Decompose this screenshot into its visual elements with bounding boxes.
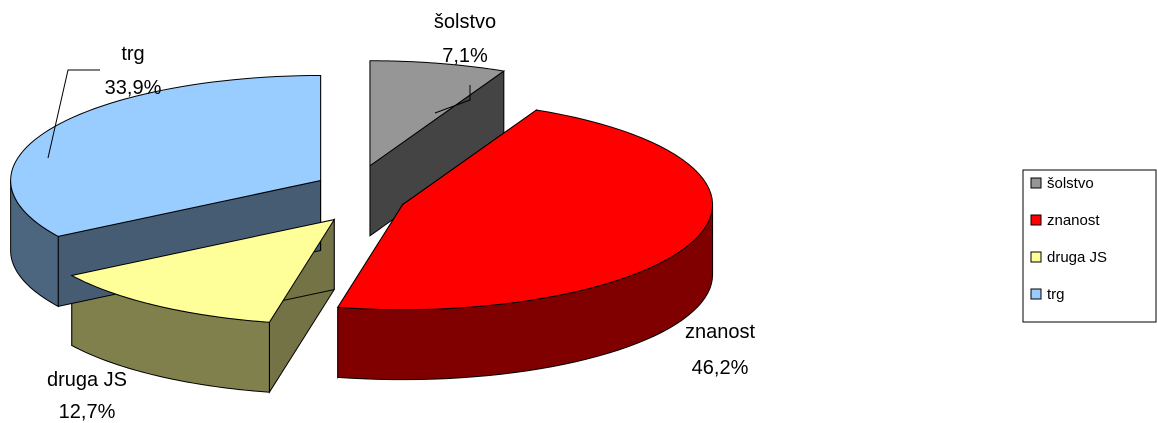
legend-box bbox=[1022, 169, 1157, 323]
legend-swatch bbox=[1030, 288, 1042, 300]
slice-label: šolstvo bbox=[434, 11, 496, 33]
slice-value: 7,1% bbox=[442, 45, 488, 67]
legend-swatch bbox=[1030, 177, 1042, 189]
legend: šolstvo znanost druga JS trg bbox=[1030, 175, 1107, 303]
slice-label: trg bbox=[121, 43, 144, 65]
slice-value: 12,7% bbox=[59, 401, 116, 423]
slice-label: druga JS bbox=[47, 369, 127, 391]
legend-label: druga JS bbox=[1047, 249, 1107, 266]
legend-label: trg bbox=[1047, 286, 1065, 303]
legend-label: šolstvo bbox=[1047, 175, 1094, 192]
slice bbox=[70, 218, 336, 323]
slice bbox=[10, 74, 322, 237]
leader-line bbox=[434, 85, 471, 114]
slice-label: znanost bbox=[685, 321, 755, 343]
slice bbox=[336, 109, 714, 311]
leader-line bbox=[47, 69, 100, 159]
slice-value: 46,2% bbox=[692, 357, 749, 379]
legend-swatch bbox=[1030, 251, 1042, 263]
slice-value: 33,9% bbox=[105, 77, 162, 99]
legend-label: znanost bbox=[1047, 212, 1100, 229]
pie bbox=[10, 60, 714, 394]
legend-swatch bbox=[1030, 214, 1042, 226]
pie-tops bbox=[10, 60, 714, 323]
